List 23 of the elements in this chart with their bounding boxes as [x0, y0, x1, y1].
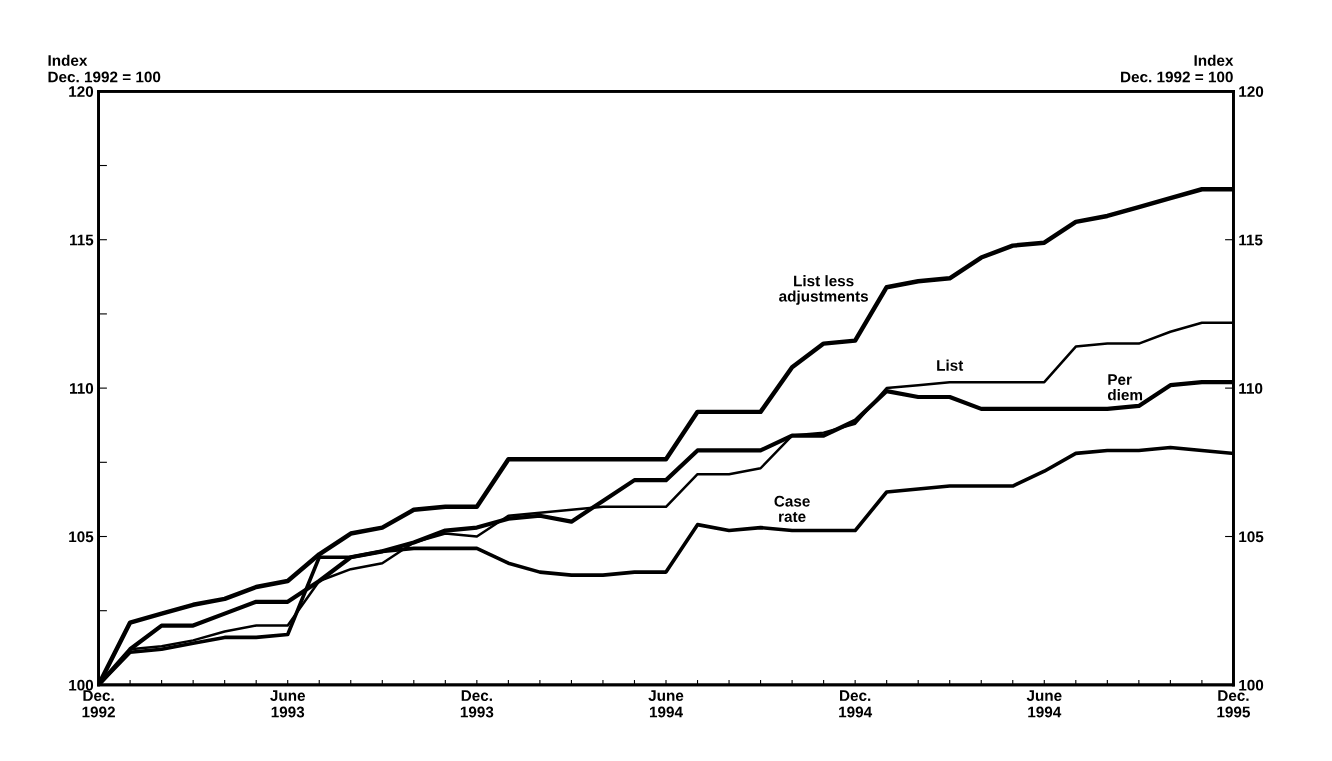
series-label: List less adjustments [779, 275, 868, 305]
x-tick-label: Dec. 1994 [839, 690, 873, 718]
x-tick-label: Dec. 1995 [1217, 690, 1250, 718]
x-tick-label: June 1993 [270, 690, 306, 718]
x-tick-label: June 1994 [1026, 690, 1062, 718]
y-tick-label: 120 [69, 86, 94, 98]
y-tick-label: 105 [69, 531, 94, 543]
y-axis-title: Index Dec. 1992 = 100 [48, 54, 161, 83]
y2-tick-label: 100 [1239, 679, 1264, 691]
y2-tick-label: 115 [1239, 234, 1263, 246]
y2-tick-label: 120 [1239, 86, 1264, 98]
y-tick-label: 100 [69, 679, 94, 691]
series-label: List [937, 359, 964, 371]
series-label: Per diem [1107, 374, 1143, 401]
x-tick-label: Dec. 1993 [460, 690, 494, 718]
y-tick-label: 110 [70, 382, 94, 394]
series-label: Case rate [774, 495, 810, 522]
x-tick-label: Dec. 1992 [82, 690, 115, 718]
y2-tick-label: 105 [1239, 531, 1264, 543]
y-tick-label: 115 [70, 234, 94, 246]
y2-axis-title: Index Dec. 1992 = 100 [1121, 54, 1234, 83]
x-tick-label: June 1994 [648, 690, 684, 718]
y2-tick-label: 110 [1239, 382, 1263, 394]
